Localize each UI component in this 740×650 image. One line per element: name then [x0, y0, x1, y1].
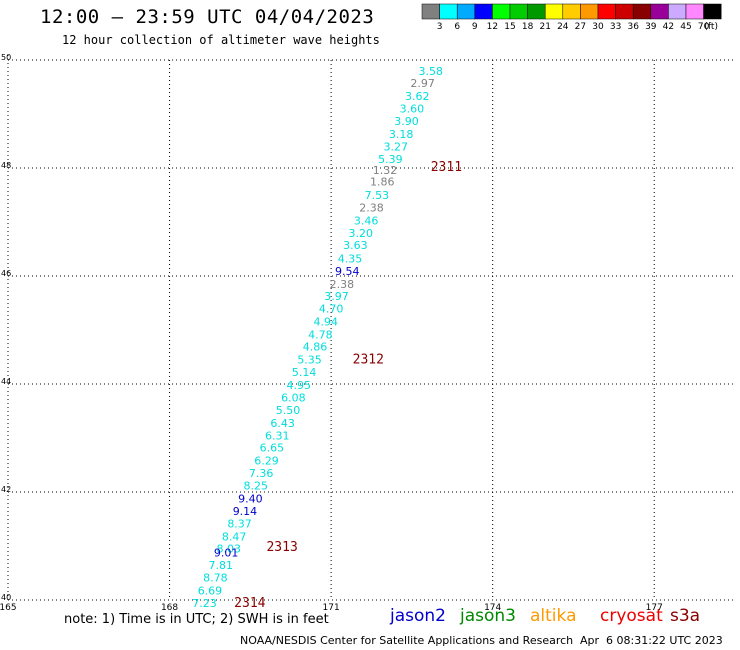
satellite-legend-cryosat: cryosat: [600, 606, 663, 626]
x-tick-label: 165: [0, 603, 17, 613]
pass-number-label: 2314: [234, 596, 265, 611]
swh-value-label: 6.08: [281, 392, 306, 405]
swh-value-label: 3.63: [343, 239, 368, 252]
colorbar-label: 24: [557, 22, 569, 32]
satellite-legend-jason3: jason3: [460, 606, 516, 626]
swh-value-label: 3.60: [400, 103, 425, 116]
colorbar-label: 30: [592, 22, 604, 32]
colorbar-label: 15: [504, 22, 515, 32]
swh-value-label: 3.46: [354, 214, 379, 227]
colorbar-label: 18: [522, 22, 534, 32]
swh-value-label: 7.53: [365, 189, 390, 202]
swh-value-label: 3.58: [418, 65, 443, 78]
generation-date: Apr 6 08:31:22 UTC 2023: [580, 634, 723, 647]
colorbar-label: 36: [627, 22, 639, 32]
pass-number-label: 2311: [431, 160, 462, 175]
y-tick-label: 40: [1, 593, 11, 602]
colorbar-label: 21: [539, 22, 550, 32]
swh-value-label: 3.62: [405, 90, 430, 103]
swh-value-label: 7.23: [192, 597, 217, 610]
swh-value-label: 3.18: [389, 128, 414, 141]
swh-value-label: 8.47: [222, 530, 247, 543]
swh-value-label: 5.14: [292, 366, 317, 379]
colorbar-label: 70: [698, 22, 710, 32]
colorbar-label: 27: [575, 22, 586, 32]
x-tick-label: 177: [646, 603, 663, 613]
colorbar-label: 42: [663, 22, 674, 32]
colorbar: 3 6 9 12 15 18 21 24 27 30 33 36 39 42 45 70(ft): [421, 3, 722, 32]
swh-value-label: 4.78: [308, 328, 333, 341]
x-tick-label: 174: [484, 603, 501, 613]
x-tick-label: 171: [323, 603, 340, 613]
swh-value-label: 9.01: [214, 546, 239, 559]
swh-value-label: 8.78: [203, 571, 228, 584]
swh-value-label: 4.86: [303, 341, 328, 354]
swh-value-label: 7.81: [208, 559, 233, 572]
swh-value-label: 4.95: [287, 379, 312, 392]
swh-value-label: 6.65: [260, 442, 285, 455]
colorbar-label: 3: [437, 22, 443, 32]
colorbar-unit: (ft): [704, 22, 718, 32]
footnote: note: 1) Time is in UTC; 2) SWH is in fe…: [64, 612, 329, 627]
swh-value-label: 9.40: [238, 492, 263, 505]
swh-value-label: 1.86: [370, 176, 395, 189]
swh-value-label: 5.39: [378, 153, 403, 166]
colorbar-label: 12: [487, 22, 498, 32]
credit-line: NOAA/NESDIS Center for Satellite Applica…: [240, 634, 574, 647]
colorbar-label: 39: [645, 22, 657, 32]
satellite-legend-s3a: s3a: [670, 606, 701, 626]
y-tick-label: 46: [1, 269, 11, 278]
swh-value-label: 9.54: [335, 265, 360, 278]
x-tick-label: 168: [161, 603, 178, 613]
swh-value-label: 8.03: [217, 543, 242, 556]
swh-value-label: 6.29: [254, 455, 279, 468]
swh-value-label: 2.38: [330, 278, 355, 291]
satellite-legend-jason2: jason2: [390, 606, 446, 626]
colorbar-label: 9: [472, 22, 478, 32]
colorbar-label: 33: [610, 22, 621, 32]
colorbar-label: 45: [680, 22, 691, 32]
chart-subtitle: 12 hour collection of altimeter wave hei…: [62, 33, 380, 47]
swh-value-label: 3.27: [383, 140, 408, 153]
swh-value-label: 5.35: [297, 354, 322, 367]
satellite-legend-altika: altika: [530, 606, 577, 626]
swh-value-label: 9.14: [233, 505, 258, 518]
swh-value-label: 4.35: [338, 253, 363, 266]
swh-value-label: 3.97: [324, 290, 349, 303]
pass-number-label: 2313: [266, 540, 297, 555]
swh-value-label: 6.43: [270, 417, 295, 430]
swh-value-label: 7.36: [249, 467, 274, 480]
colorbar-label: 6: [454, 22, 460, 32]
y-tick-label: 50: [1, 53, 11, 62]
colorbar-swatch: [703, 3, 722, 20]
swh-value-label: 4.70: [319, 302, 344, 315]
y-tick-label: 44: [1, 377, 11, 386]
y-tick-label: 48: [1, 161, 11, 170]
swh-value-label: 3.20: [348, 227, 373, 240]
swh-value-label: 2.38: [359, 201, 384, 214]
y-tick-label: 42: [1, 485, 11, 494]
swh-value-label: 5.50: [276, 404, 301, 417]
chart-title: 12:00 – 23:59 UTC 04/04/2023: [40, 6, 375, 28]
swh-value-label: 6.31: [265, 429, 290, 442]
swh-value-label: 8.25: [243, 480, 268, 493]
swh-value-label: 1.32: [373, 164, 398, 177]
swh-value-label: 2.97: [410, 77, 435, 90]
swh-value-label: 4.94: [313, 315, 338, 328]
swh-value-label: 6.69: [198, 584, 223, 597]
swh-value-label: 3.90: [394, 115, 419, 128]
swh-value-label: 8.37: [227, 517, 252, 530]
pass-number-label: 2312: [353, 353, 384, 368]
